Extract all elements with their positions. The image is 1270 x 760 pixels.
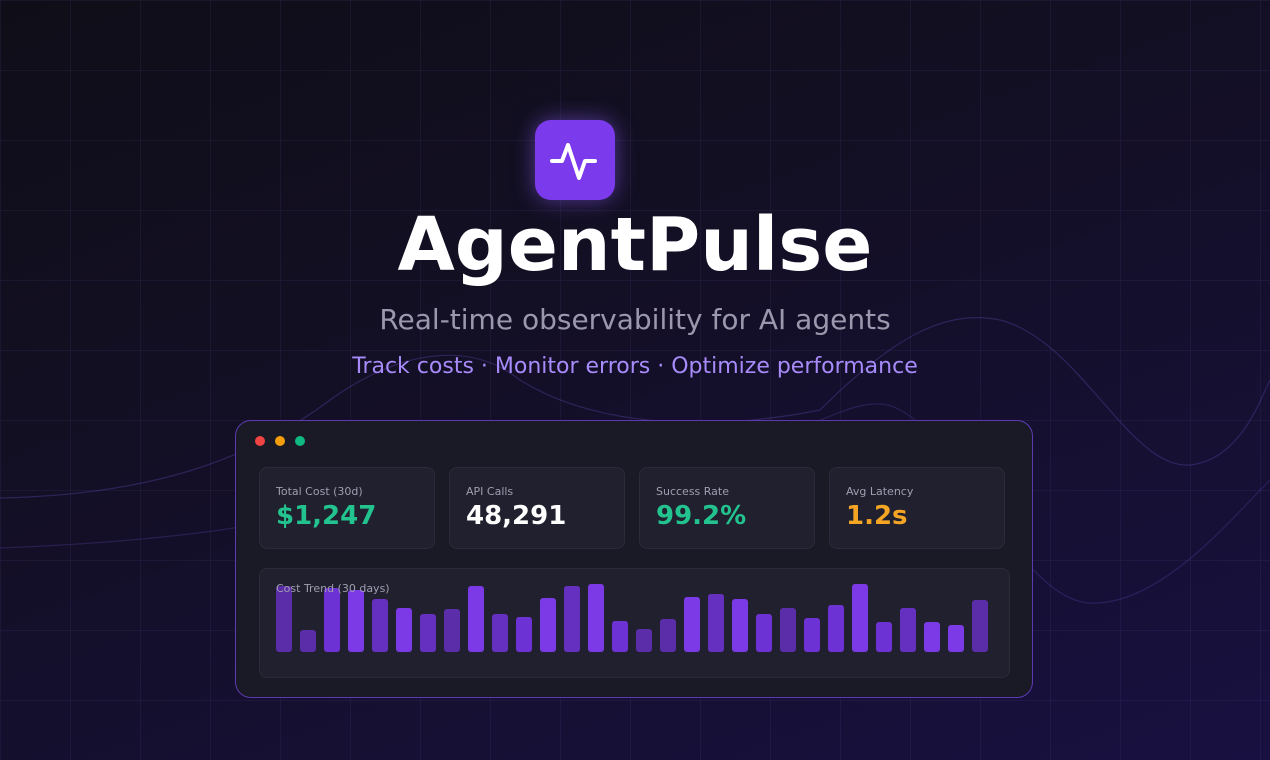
chart-bar: [444, 608, 460, 652]
stat-card-total-cost: Total Cost (30d) $1,247: [259, 467, 435, 549]
chart-bar: [732, 598, 748, 652]
app-subtitle: Real-time observability for AI agents: [379, 303, 891, 336]
stat-value: 99.2%: [656, 501, 747, 531]
stat-value: $1,247: [276, 501, 377, 531]
chart-bar: [612, 621, 628, 652]
chart-bar: [492, 613, 508, 652]
stat-value: 1.2s: [846, 501, 908, 531]
chart-bar: [900, 607, 916, 652]
stat-card-avg-latency: Avg Latency 1.2s: [829, 467, 1005, 549]
chart-bar: [924, 622, 940, 652]
chart-bar: [780, 607, 796, 652]
chart-bar: [756, 613, 772, 652]
chart-bar: [972, 599, 988, 652]
app-tagline: Track costs · Monitor errors · Optimize …: [352, 354, 918, 379]
cost-trend-chart: Cost Trend (30 days): [259, 568, 1010, 678]
chart-bar: [372, 598, 388, 652]
pulse-waveform-icon: [550, 143, 597, 180]
stat-card-api-calls: API Calls 48,291: [449, 467, 625, 549]
close-dot[interactable]: [255, 436, 265, 446]
stat-label: Total Cost (30d): [276, 485, 363, 498]
stat-label: Avg Latency: [846, 485, 914, 498]
chart-bars: [276, 569, 996, 677]
chart-bar: [876, 622, 892, 652]
chart-title: Cost Trend (30 days): [276, 582, 390, 595]
chart-bar: [468, 585, 484, 652]
chart-bar: [540, 597, 556, 652]
chart-bar: [852, 584, 868, 652]
chart-bar: [684, 596, 700, 652]
window-controls: [255, 436, 305, 446]
dashboard-preview-window: Total Cost (30d) $1,247 API Calls 48,291…: [235, 420, 1033, 698]
stat-value: 48,291: [466, 501, 567, 531]
chart-bar: [636, 629, 652, 652]
chart-bar: [804, 617, 820, 652]
chart-bar: [348, 589, 364, 652]
app-title: AgentPulse: [397, 202, 873, 288]
app-logo: [535, 120, 615, 200]
chart-bar: [708, 593, 724, 652]
maximize-dot[interactable]: [295, 436, 305, 446]
chart-bar: [420, 613, 436, 652]
chart-bar: [396, 607, 412, 652]
minimize-dot[interactable]: [275, 436, 285, 446]
stat-label: Success Rate: [656, 485, 729, 498]
chart-bar: [324, 587, 340, 652]
chart-bar: [564, 585, 580, 652]
chart-bar: [516, 616, 532, 652]
chart-bar: [948, 625, 964, 652]
stat-card-success-rate: Success Rate 99.2%: [639, 467, 815, 549]
stat-label: API Calls: [466, 485, 514, 498]
chart-bar: [660, 619, 676, 652]
chart-bar: [588, 584, 604, 652]
chart-bar: [828, 604, 844, 652]
chart-bar: [300, 630, 316, 652]
chart-bar: [276, 585, 292, 652]
